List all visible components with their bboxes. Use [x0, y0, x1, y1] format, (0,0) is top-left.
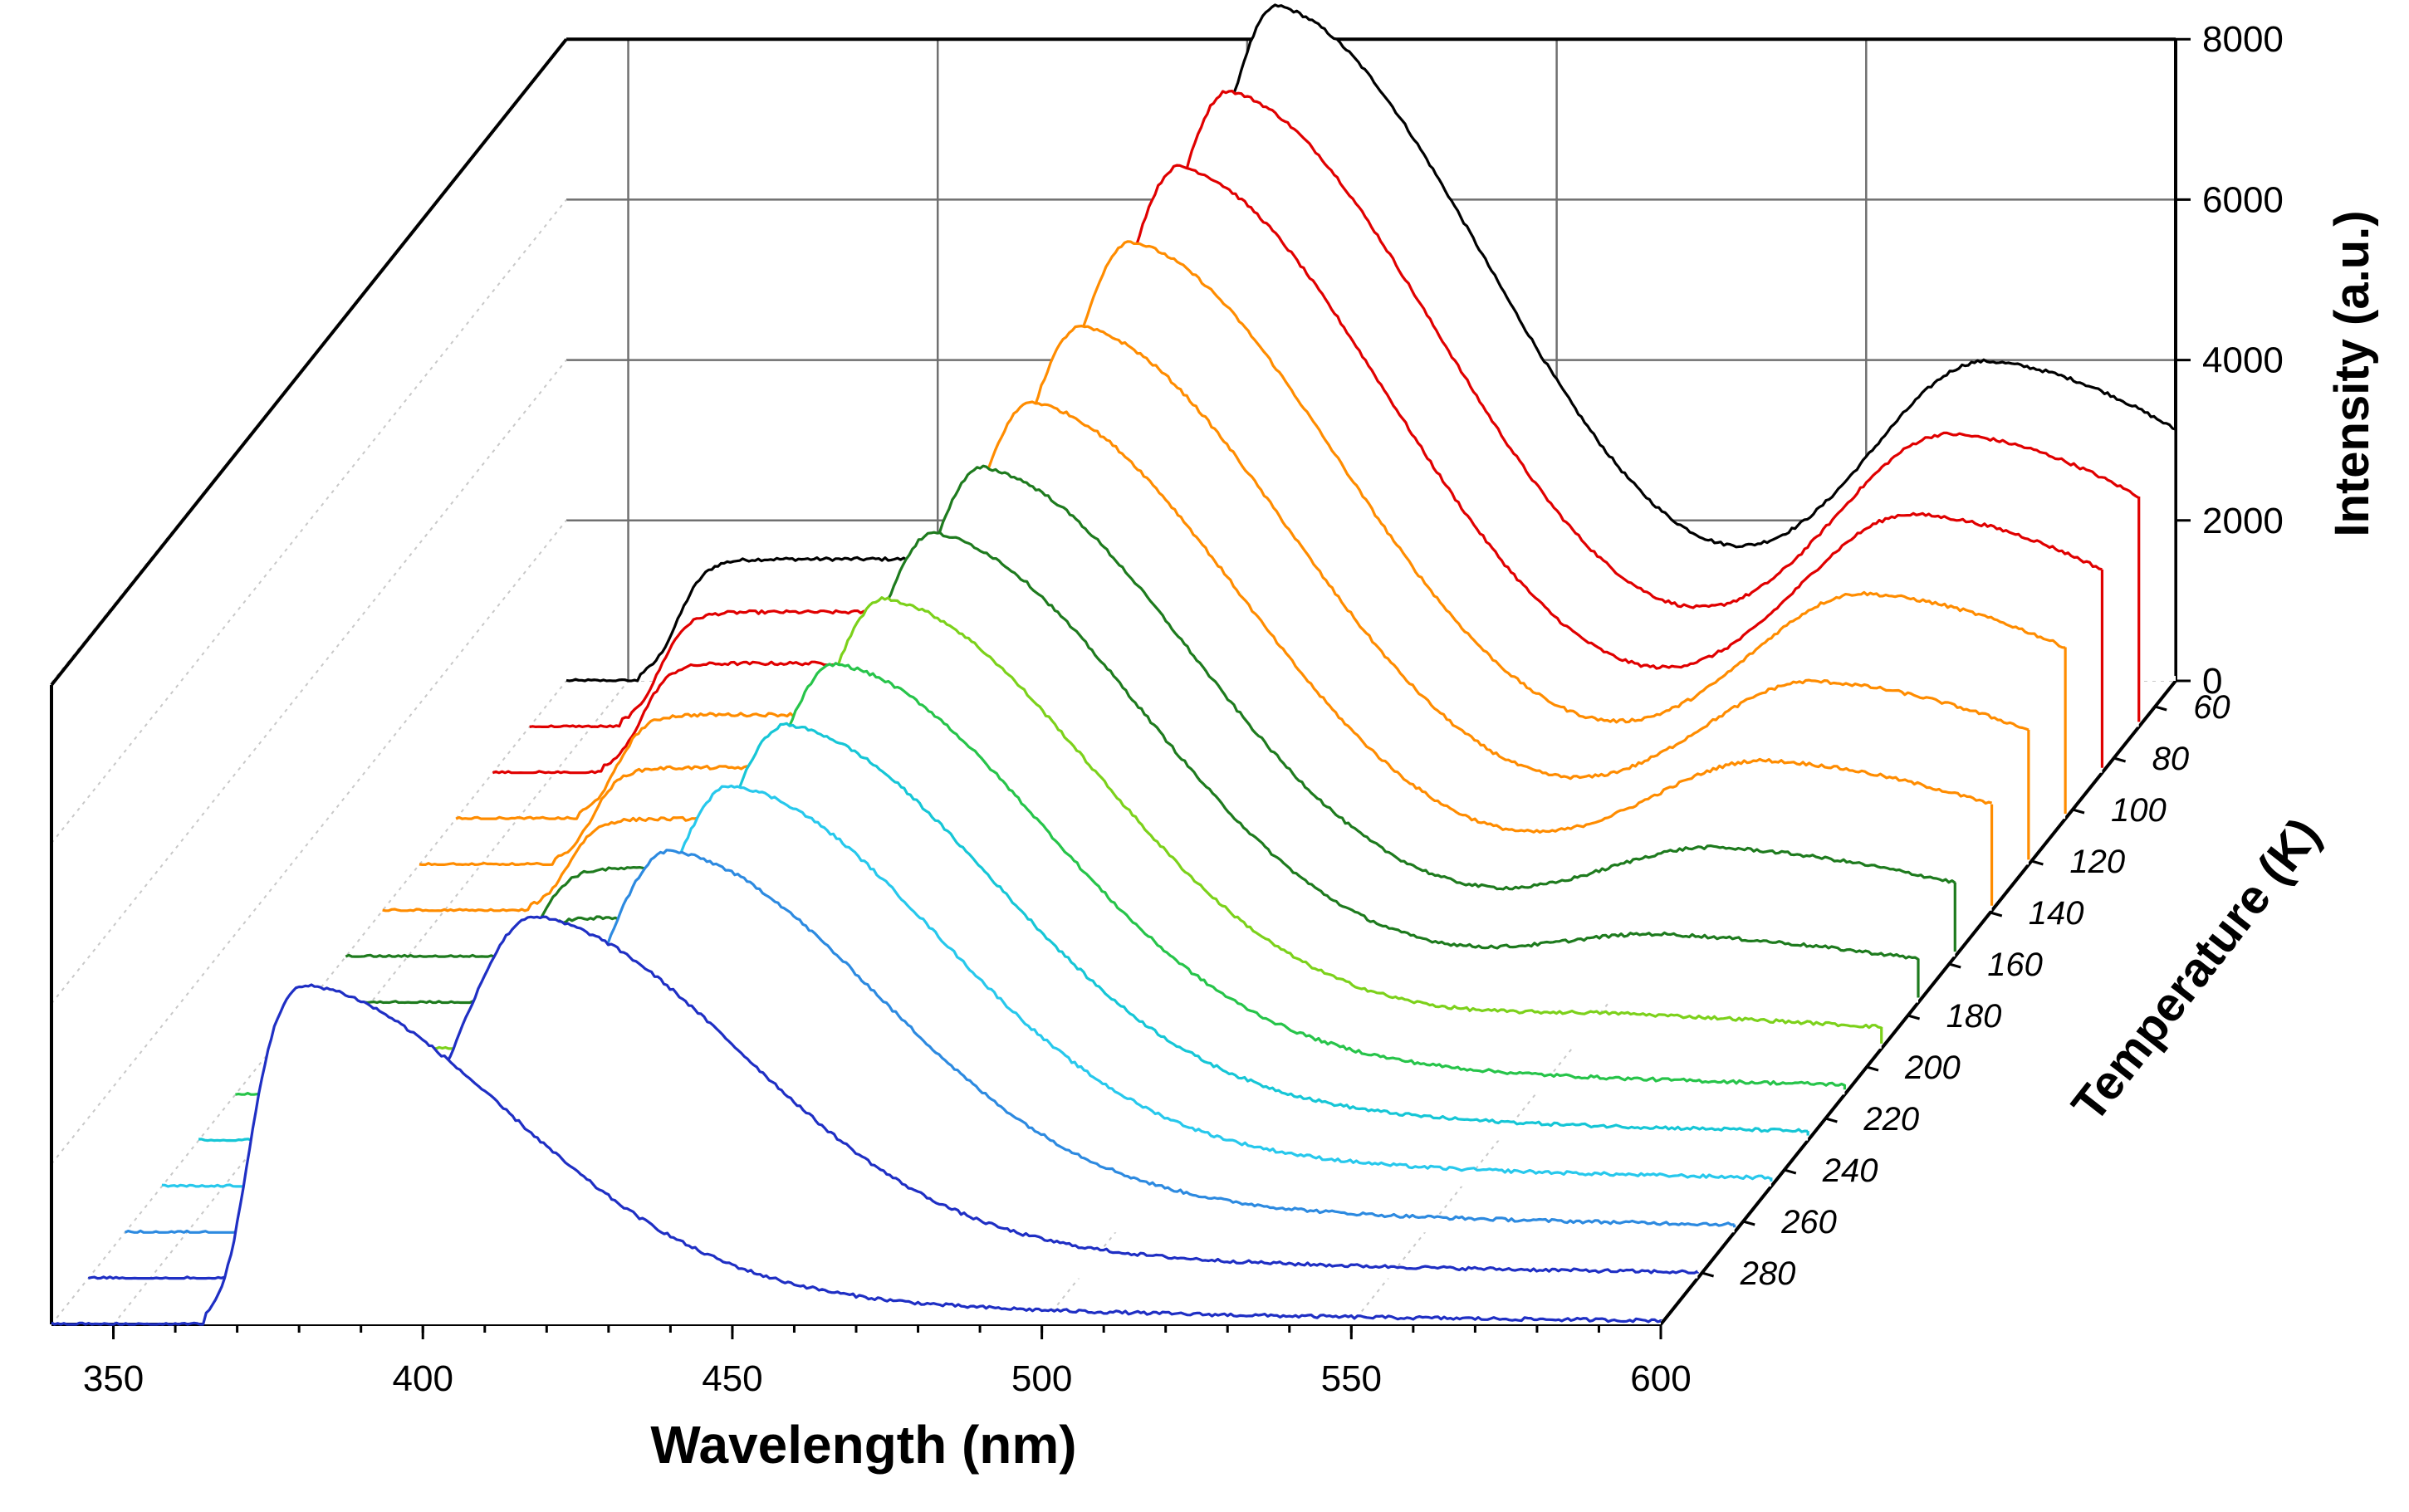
z-tick-label: 160 — [1987, 947, 2043, 983]
frame-top-edge — [50, 37, 568, 687]
x-tick-label: 600 — [1630, 1358, 1691, 1399]
series-line — [382, 400, 1993, 913]
z-tick-label: 180 — [1946, 998, 2002, 1035]
series-line — [419, 325, 2030, 867]
z-tick-label: 280 — [1740, 1255, 1796, 1292]
side-gridline — [51, 198, 567, 844]
x-tick-label: 550 — [1321, 1358, 1382, 1399]
z-tick-mark — [1948, 962, 1961, 969]
x-tick-label: 400 — [393, 1358, 453, 1399]
z-tick-mark — [1824, 1117, 1838, 1123]
z-tick-label: 140 — [2029, 895, 2084, 932]
z-tick-label: 240 — [1822, 1152, 1878, 1189]
x-axis-title: Wavelength (nm) — [650, 1415, 1076, 1475]
z-tick-label: 80 — [2152, 741, 2190, 777]
y-tick-label: 6000 — [2202, 179, 2284, 220]
y-tick-label: 2000 — [2202, 501, 2284, 541]
z-tick-label: 120 — [2069, 844, 2125, 880]
z-tick-label: 100 — [2111, 792, 2167, 829]
z-tick-mark — [1784, 1168, 1797, 1175]
y-axis-title: Intensity (a.u.) — [2325, 210, 2379, 536]
z-tick-label: 220 — [1863, 1101, 1919, 1138]
z-tick-label: 60 — [2193, 689, 2230, 726]
series-mask — [309, 532, 1918, 1003]
series-mask — [345, 466, 1956, 957]
z-tick-mark — [2030, 859, 2044, 866]
z-tick-mark — [1907, 1014, 1921, 1020]
z-tick-mark — [1866, 1065, 1879, 1072]
x-tick-label: 450 — [702, 1358, 762, 1399]
z-tick-mark — [1742, 1220, 1755, 1226]
series-line — [455, 240, 2066, 820]
series-mask — [235, 663, 1845, 1095]
z-tick-label: 260 — [1780, 1204, 1837, 1240]
series-mask — [198, 723, 1809, 1141]
z-tick-mark — [1990, 911, 2003, 917]
z-tick-mark — [2113, 756, 2127, 763]
series-line — [51, 983, 1662, 1326]
series-mask — [51, 985, 1661, 1324]
x-tick-label: 500 — [1011, 1358, 1072, 1399]
series-line — [308, 531, 1919, 1005]
y-tick-label: 8000 — [2202, 19, 2284, 60]
series-line — [529, 89, 2140, 729]
series-line — [492, 164, 2103, 775]
chart-series — [51, 3, 2177, 1326]
x-tick-label: 350 — [83, 1358, 144, 1399]
y-tick-label: 0 — [2202, 661, 2222, 702]
series-mask — [161, 785, 1771, 1187]
z-tick-mark — [2072, 808, 2085, 815]
z-tick-mark — [1701, 1271, 1715, 1278]
series-line — [566, 3, 2176, 683]
series-mask — [272, 597, 1882, 1049]
z-tick-label: 200 — [1904, 1050, 1961, 1086]
y-tick-label: 4000 — [2202, 340, 2284, 381]
series-line — [345, 464, 1956, 958]
side-gridline — [51, 359, 567, 1005]
z-tick-mark — [2154, 705, 2167, 712]
